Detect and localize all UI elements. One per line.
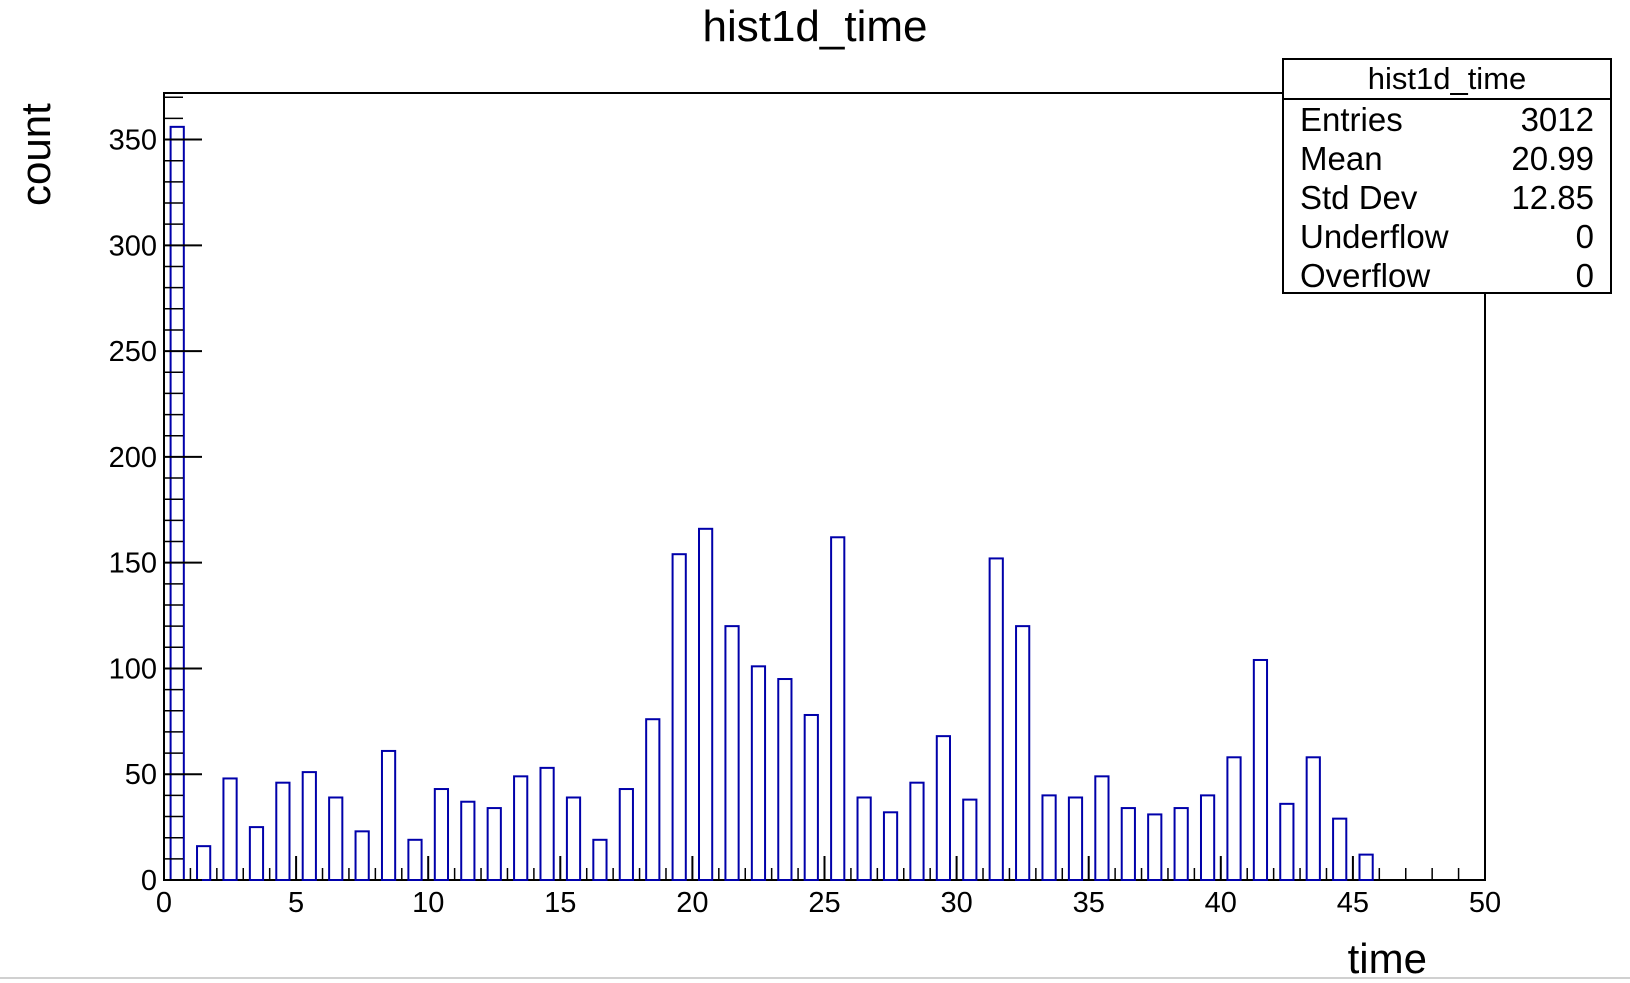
stats-label: Mean	[1300, 140, 1383, 177]
histogram-bar	[698, 527, 714, 881]
histogram-bar	[830, 536, 846, 881]
histogram-bar	[565, 796, 582, 882]
histogram-bar	[1332, 817, 1348, 881]
histogram-bar	[1173, 807, 1189, 881]
histogram-bar	[962, 798, 978, 882]
stats-row-mean: Mean 20.99	[1284, 139, 1610, 178]
histogram-bar	[724, 625, 740, 881]
x-axis-label: time	[1347, 935, 1427, 982]
stats-box: hist1d_time Entries 3012 Mean 20.99 Std …	[1282, 58, 1612, 294]
stats-label: Overflow	[1300, 257, 1431, 294]
x-tick-label: 35	[1073, 887, 1105, 919]
histogram-bar	[592, 838, 608, 882]
histogram-bar	[196, 845, 212, 881]
stats-row-overflow: Overflow 0	[1284, 256, 1610, 295]
x-tick-label: 45	[1337, 887, 1369, 919]
y-tick-label: 200	[109, 442, 157, 474]
histogram-bar	[1120, 807, 1136, 881]
stats-value: 20.99	[1511, 140, 1594, 177]
stats-value: 0	[1575, 257, 1594, 294]
window-bottom-border	[0, 977, 1630, 979]
histogram-bar	[935, 735, 951, 881]
y-tick-label: 150	[109, 548, 157, 580]
histogram-bar	[460, 800, 476, 882]
stats-row-entries: Entries 3012	[1284, 100, 1610, 139]
histogram-bar	[169, 125, 185, 881]
histogram-bar	[1226, 756, 1242, 882]
x-tick-label: 15	[544, 887, 576, 919]
stats-value: 3012	[1520, 101, 1594, 138]
histogram-bar	[618, 788, 634, 881]
histogram-bar	[328, 796, 344, 882]
histogram-bar	[1067, 796, 1084, 882]
histogram-bar	[671, 553, 687, 881]
chart-title: hist1d_time	[702, 2, 928, 51]
histogram-bar	[301, 771, 317, 882]
histogram-bar	[1279, 802, 1295, 881]
y-tick-label: 0	[141, 865, 157, 897]
histogram-bar	[988, 557, 1004, 881]
histogram-bar	[222, 777, 238, 881]
x-tick-label: 20	[676, 887, 708, 919]
y-tick-label: 100	[109, 653, 157, 685]
x-tick-label: 10	[412, 887, 444, 919]
histogram-bar	[856, 796, 872, 882]
histogram-bar	[1147, 813, 1163, 882]
histogram-bar	[275, 781, 291, 882]
histogram-bar	[1041, 794, 1057, 881]
stats-label: Underflow	[1300, 218, 1449, 255]
histogram-bar	[486, 807, 502, 881]
y-tick-label: 300	[109, 230, 157, 262]
x-tick-label: 0	[156, 887, 172, 919]
histogram-bar	[513, 775, 529, 881]
histogram-bar	[433, 788, 450, 881]
x-tick-label: 25	[808, 887, 840, 919]
stats-row-underflow: Underflow 0	[1284, 217, 1610, 256]
histogram-bar	[882, 811, 899, 882]
histogram-bar	[750, 665, 767, 881]
y-tick-label: 250	[109, 336, 157, 368]
histogram-bar	[380, 749, 397, 881]
histogram-bar	[354, 830, 370, 881]
y-tick-label: 350	[109, 125, 157, 157]
histogram-bar	[1015, 625, 1031, 881]
stats-label: Std Dev	[1300, 179, 1418, 216]
histogram-bar	[539, 766, 555, 881]
histogram-bar	[1252, 658, 1269, 882]
histogram-bar	[1358, 853, 1374, 882]
histogram-bar	[407, 838, 423, 882]
x-tick-label: 40	[1205, 887, 1237, 919]
histogram-bar	[645, 718, 661, 881]
histogram-bar	[1305, 756, 1321, 882]
histogram-bar	[803, 713, 819, 882]
stats-row-std-dev: Std Dev 12.85	[1284, 178, 1610, 217]
stats-label: Entries	[1300, 101, 1403, 138]
x-tick-label: 5	[288, 887, 304, 919]
y-tick-label: 50	[125, 759, 157, 791]
histogram-bar	[777, 678, 793, 881]
x-tick-label: 50	[1469, 887, 1501, 919]
stats-box-title: hist1d_time	[1284, 60, 1610, 100]
histogram-bar	[1199, 794, 1216, 881]
histogram-bar	[1094, 775, 1110, 881]
stats-value: 0	[1575, 218, 1594, 255]
stats-value: 12.85	[1511, 179, 1594, 216]
histogram-bar	[248, 826, 265, 882]
x-tick-label: 30	[940, 887, 972, 919]
histogram-bar	[909, 781, 925, 882]
